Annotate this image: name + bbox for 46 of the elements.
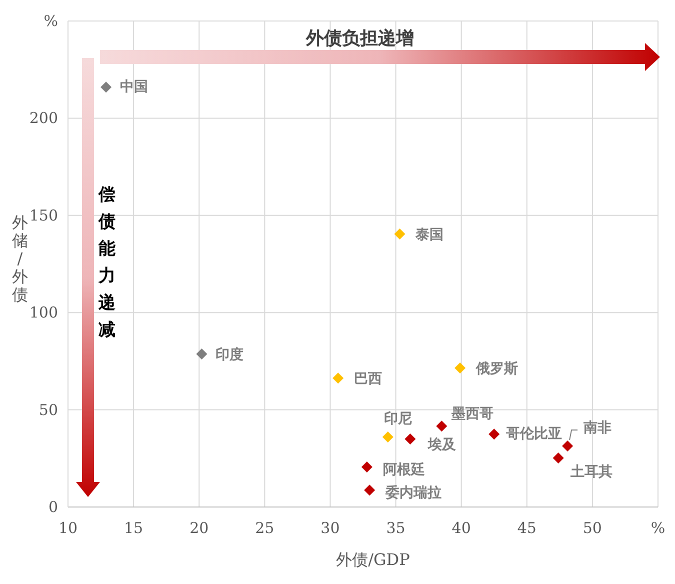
annotation: 委内瑞拉 xyxy=(384,484,442,502)
annotation: 俄罗斯 xyxy=(475,361,518,378)
x-axis-title: 外债/GDP xyxy=(336,550,410,569)
annotation: 墨西哥 xyxy=(450,406,494,422)
y-tick-label: 150 xyxy=(29,206,58,224)
annotation: 泰国 xyxy=(414,227,444,244)
annotation: 埃及 xyxy=(427,436,458,453)
annotation: 哥伦比亚 xyxy=(505,426,562,442)
y-tick-label: 200 xyxy=(29,109,58,128)
annotation: 中国 xyxy=(120,79,148,96)
x-tick-label: 20 xyxy=(190,519,209,537)
y-tick-label: 0 xyxy=(48,498,58,516)
x-tick-label: 15 xyxy=(124,519,144,537)
annotation: 印度 xyxy=(216,346,244,364)
y-tick-label: 100 xyxy=(29,304,58,322)
x-tick-label: 50 xyxy=(582,519,602,537)
annotation: 土耳其 xyxy=(569,464,612,480)
annotation: 偿债能力递减 xyxy=(98,185,116,340)
y-tick-label: % xyxy=(44,12,58,30)
point xyxy=(361,461,372,472)
y-tick-label: 50 xyxy=(38,400,58,419)
annotation: 阿根廷 xyxy=(382,462,425,478)
point xyxy=(562,440,574,452)
x-tick-label: 10 xyxy=(58,519,78,537)
point xyxy=(364,484,376,496)
annotation: 印尼 xyxy=(384,411,412,428)
x-tick-label: 45 xyxy=(517,519,536,537)
y-axis-title: 外储/外债 xyxy=(12,213,28,304)
point xyxy=(552,452,564,464)
point xyxy=(332,372,344,384)
annotation: 巴西 xyxy=(354,371,382,388)
x-tick-label: 35 xyxy=(386,519,406,537)
x-tick-label: 40 xyxy=(452,519,471,537)
annotation: 南非 xyxy=(582,420,612,436)
point xyxy=(454,362,466,374)
x-tick-label: % xyxy=(650,519,666,537)
point xyxy=(196,348,208,360)
point xyxy=(488,428,500,440)
point xyxy=(394,228,406,240)
x-tick-label: 30 xyxy=(320,519,340,537)
point xyxy=(436,420,448,432)
point xyxy=(100,82,112,93)
annotation: 外债负担递增 xyxy=(305,28,414,49)
point xyxy=(382,432,394,443)
point xyxy=(404,433,416,444)
x-tick-label: 25 xyxy=(255,519,274,537)
